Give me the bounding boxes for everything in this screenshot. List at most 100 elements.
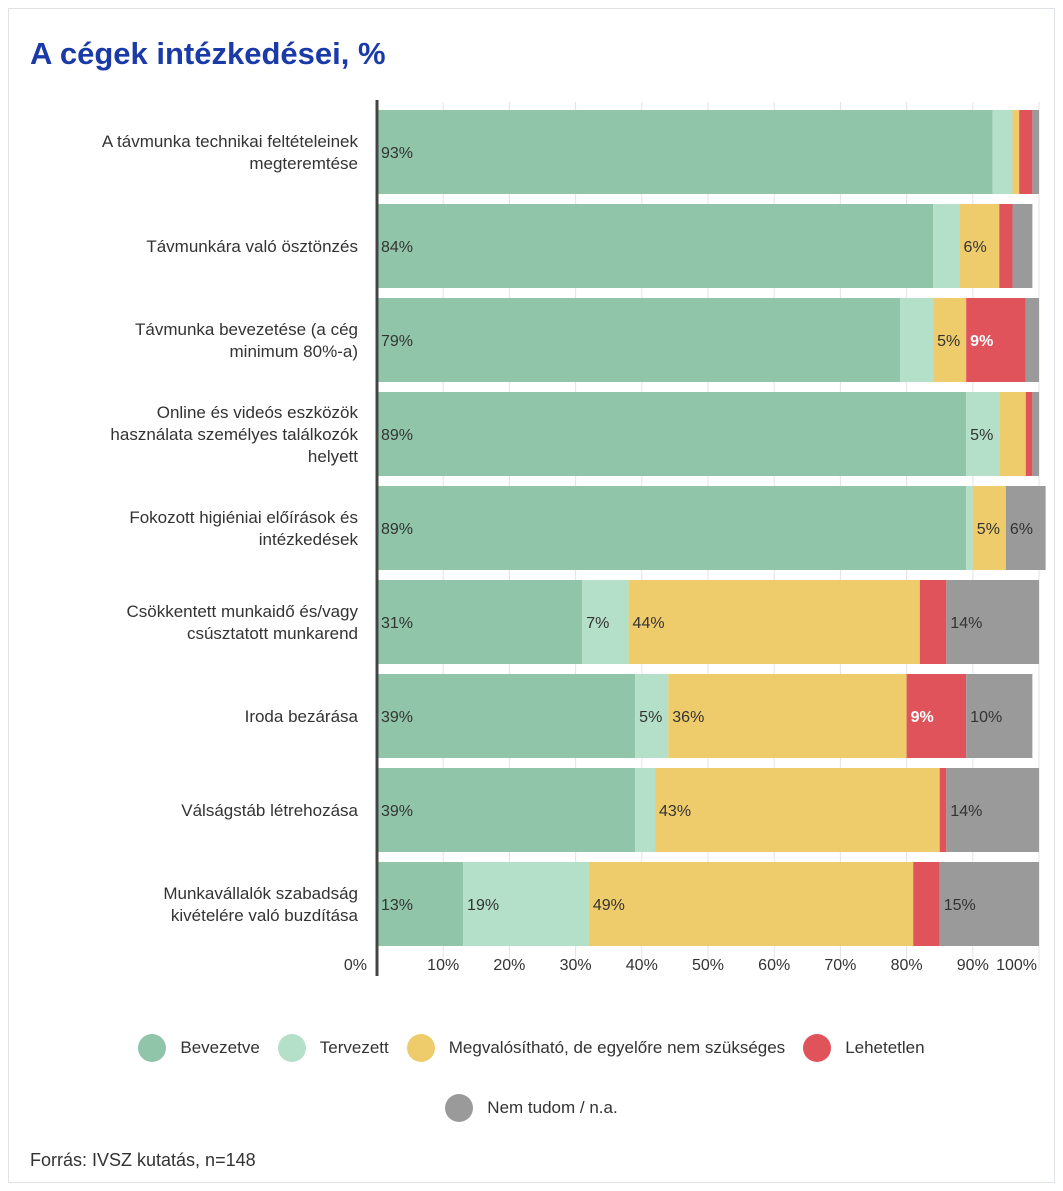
legend-swatch (277, 1034, 306, 1062)
bar-segment (972, 486, 1006, 570)
bar-segment (1012, 110, 1020, 194)
bar-segment (939, 862, 1039, 946)
bar-segment (1025, 298, 1039, 382)
data-label: 89% (381, 521, 413, 538)
data-label: 10% (970, 709, 1002, 726)
bar-segment (966, 486, 973, 570)
legend-swatch (138, 1034, 167, 1062)
legend-swatch (803, 1034, 832, 1062)
bar-segment (668, 674, 907, 758)
data-label: 6% (1010, 521, 1033, 538)
category-label: Csökkentett munkaidő és/vagy (126, 602, 358, 621)
category-label: csúsztatott munkarend (187, 624, 358, 643)
bar-segment (463, 862, 589, 946)
legend-label: Lehetetlen (845, 1038, 925, 1057)
data-label: 7% (586, 615, 609, 632)
x-tick-label: 90% (957, 957, 989, 974)
data-label: 14% (950, 615, 982, 632)
legend-item-nem-tudom: Nem tudom / n.a. (445, 1094, 618, 1122)
bar-segment (946, 768, 1039, 852)
category-label: Távmunka bevezetése (a cég (135, 320, 358, 339)
category-label: intézkedések (259, 530, 359, 549)
bar-segment (992, 110, 1013, 194)
bar-segment (913, 862, 940, 946)
bar-segment (1032, 110, 1039, 194)
legend-swatch (406, 1034, 435, 1062)
x-tick-label: 40% (626, 957, 658, 974)
bar-segment (377, 204, 934, 288)
x-tick-label: 10% (427, 957, 459, 974)
data-label: 9% (970, 333, 993, 350)
category-label: Iroda bezárása (245, 707, 359, 726)
x-tick-label: 100% (996, 957, 1037, 974)
category-label: Online és videós eszközök (157, 403, 359, 422)
bar-segment (635, 768, 656, 852)
bar-segment (628, 580, 920, 664)
chart-frame (8, 8, 1055, 1183)
data-label: 36% (672, 709, 704, 726)
category-label: kivételére való buzdítása (171, 906, 359, 925)
bar-segment (1025, 392, 1033, 476)
bar-segment (899, 298, 934, 382)
data-label: 39% (381, 709, 413, 726)
bar-segment (377, 580, 583, 664)
bar-segment (946, 580, 1039, 664)
legend-label: Megvalósítható, de egyelőre nem szüksége… (448, 1038, 786, 1057)
bar-segment (635, 674, 669, 758)
data-label: 93% (381, 145, 413, 162)
data-label: 49% (593, 897, 625, 914)
bar-segment (906, 674, 967, 758)
category-label: helyett (308, 447, 358, 466)
bar-segment (377, 110, 993, 194)
bar-segment (377, 862, 464, 946)
x-tick-label: 60% (758, 957, 790, 974)
bar-segment (966, 674, 1033, 758)
legend-row: Nem tudom / n.a. (0, 1090, 1063, 1126)
category-label: Fokozott higiéniai előírások és (129, 508, 358, 527)
chart-title: A cégek intézkedései, % (30, 36, 386, 71)
data-label: 44% (633, 615, 665, 632)
source-note: Forrás: IVSZ kutatás, n=148 (30, 1150, 256, 1170)
data-label: 5% (639, 709, 662, 726)
bar-segment (588, 862, 914, 946)
legend-item-megvalosithato: Megvalósítható, de egyelőre nem szüksége… (406, 1034, 786, 1062)
bar-segment (999, 204, 1013, 288)
bar-segment (377, 392, 967, 476)
data-label: 84% (381, 239, 413, 256)
bar-segment (966, 392, 1000, 476)
bar-segment (1005, 486, 1046, 570)
data-label: 31% (381, 615, 413, 632)
category-label: minimum 80%-a) (230, 342, 358, 361)
category-label: használata személyes találkozók (110, 425, 358, 444)
bar-segment (582, 580, 629, 664)
bar-segment (1032, 392, 1039, 476)
data-label: 89% (381, 427, 413, 444)
legend-item-lehetetlen: Lehetetlen (803, 1034, 925, 1062)
bar-segment (377, 768, 636, 852)
category-label: Munkavállalók szabadság (163, 884, 358, 903)
bar-segment (1012, 204, 1033, 288)
category-label: A távmunka technikai feltételeinek (102, 132, 359, 151)
data-label: 39% (381, 803, 413, 820)
data-label: 5% (977, 521, 1000, 538)
category-label: Válságstáb létrehozása (181, 801, 358, 820)
bar-segment (377, 486, 967, 570)
bar-segment (939, 768, 947, 852)
data-label: 5% (970, 427, 993, 444)
data-label: 6% (964, 239, 987, 256)
data-label: 43% (659, 803, 691, 820)
data-label: 14% (950, 803, 982, 820)
category-label: megteremtése (249, 154, 358, 173)
x-tick-label: 80% (891, 957, 923, 974)
data-label: 15% (944, 897, 976, 914)
legend-item-tervezett: Tervezett (277, 1034, 389, 1062)
bar-segment (377, 674, 636, 758)
category-label: Távmunkára való ösztönzés (146, 237, 358, 256)
stacked-bar-chart: 93% 84% 6% 79% 5% 9% 89% 5% 89% 5% 6% 31% 7% 44% 14% 39… (102, 100, 1046, 976)
bar-segment (655, 768, 940, 852)
legend-swatch (445, 1094, 474, 1122)
data-label: 19% (467, 897, 499, 914)
x-tick-label: 20% (493, 957, 525, 974)
bar-segment (1019, 110, 1033, 194)
bar-segment (377, 298, 900, 382)
